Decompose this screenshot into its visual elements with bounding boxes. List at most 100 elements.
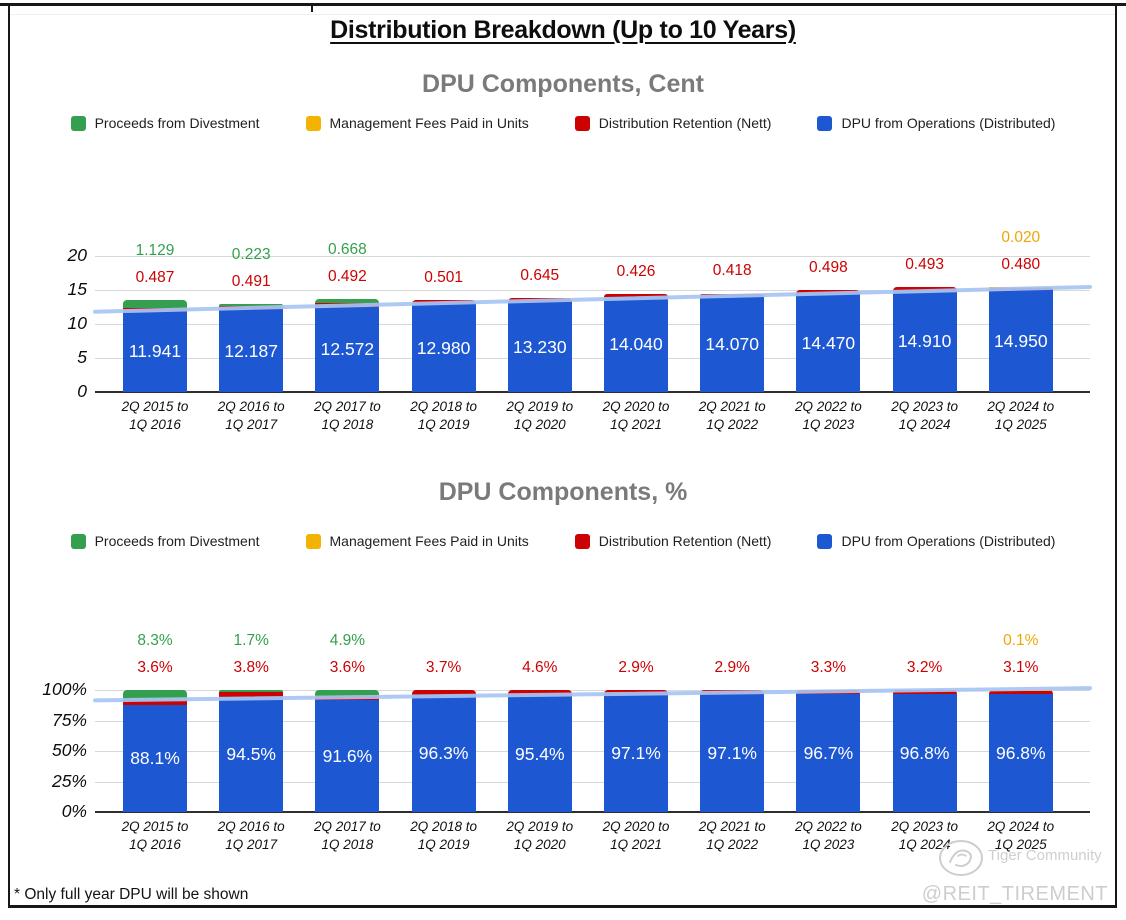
gridline	[95, 751, 1090, 752]
chart2-legend: Proceeds from Divestment Management Fees …	[20, 533, 1106, 549]
bar-value-label: 1.129	[135, 241, 175, 259]
bar-value-label: 0.491	[231, 273, 271, 291]
y-axis-tick-label: 5	[77, 347, 87, 367]
bar-value-label: 0.1%	[1003, 632, 1039, 649]
trendline	[93, 686, 1092, 703]
bar-segment	[123, 299, 187, 308]
legend-item: DPU from Operations (Distributed)	[817, 115, 1055, 131]
bar-segment	[604, 293, 668, 297]
bar-value-label: 96.8%	[899, 742, 950, 763]
bar-value-label: 3.7%	[425, 659, 462, 676]
legend-swatch-icon	[70, 533, 86, 549]
x-axis-category-label: 2Q 2021 to 1Q 2022	[698, 819, 766, 852]
bar-segment	[315, 306, 380, 392]
bar-value-label: 95.4%	[514, 743, 565, 764]
bar-value-label: 11.941	[128, 341, 182, 362]
legend-swatch-icon	[574, 115, 590, 131]
bar-value-label: 3.3%	[810, 659, 847, 676]
bar-value-label: 8.3%	[137, 632, 173, 649]
legend-swatch-icon	[817, 533, 833, 549]
bar-value-label: 0.668	[327, 240, 367, 258]
y-axis-tick-label: 0%	[61, 801, 87, 821]
bar-segment	[604, 693, 668, 812]
bar-segment	[892, 693, 957, 812]
y-axis-tick-label: 75%	[51, 709, 87, 730]
bar-segment	[700, 296, 765, 392]
bar-segment	[219, 304, 284, 306]
bar-value-label: 0.223	[231, 246, 271, 264]
bar-segment	[315, 700, 380, 812]
bar-value-label: 14.910	[897, 331, 952, 352]
legend-item: Management Fees Paid in Units	[305, 533, 529, 549]
bar-value-label: 3.6%	[329, 658, 366, 676]
x-axis-category-label: 2Q 2024 to 1Q 2025	[987, 819, 1055, 852]
bar-value-label: 94.5%	[226, 744, 276, 765]
footnote: * Only full year DPU will be shown	[14, 886, 249, 903]
bar-value-label: 0.487	[135, 268, 175, 286]
x-axis-category-label: 2Q 2020 to 1Q 2021	[602, 399, 670, 432]
x-axis-category-label: 2Q 2024 to 1Q 2025	[987, 399, 1055, 432]
bar-value-label: 4.6%	[522, 659, 558, 676]
bar-segment	[988, 690, 1053, 694]
bar-segment	[507, 695, 572, 812]
legend-label: DPU from Operations (Distributed)	[841, 115, 1056, 131]
x-axis-category-label: 2Q 2016 to 1Q 2017	[217, 399, 285, 432]
bar-value-label: 12.572	[320, 339, 375, 360]
legend-label: Management Fees Paid in Units	[329, 115, 529, 131]
bar-segment	[892, 290, 957, 392]
bar-value-label: 1.7%	[233, 632, 269, 649]
gridline	[95, 781, 1090, 783]
x-axis-category-label: 2Q 2017 to 1Q 2018	[313, 819, 381, 852]
bar-segment	[411, 694, 476, 812]
bar-value-label: 3.1%	[1003, 659, 1039, 676]
chart2-title: DPU Components, %	[438, 478, 688, 506]
bar-value-label: 12.187	[224, 340, 278, 361]
legend-swatch-icon	[305, 533, 321, 549]
bar-value-label: 91.6%	[322, 746, 373, 767]
legend-label: Distribution Retention (Nett)	[598, 533, 772, 549]
bar-value-label: 3.6%	[137, 659, 173, 676]
bar-value-label: 3.2%	[906, 659, 943, 676]
x-axis-category-label: 2Q 2015 to 1Q 2016	[121, 819, 189, 852]
legend-label: Proceeds from Divestment	[94, 533, 260, 549]
x-axis-category-label: 2Q 2023 to 1Q 2024	[891, 399, 958, 432]
trendline	[93, 284, 1092, 314]
chart1-title: DPU Components, Cent	[422, 70, 704, 98]
bar-value-label: 0.426	[616, 262, 656, 280]
x-axis-category-label: 2Q 2018 to 1Q 2019	[410, 819, 477, 852]
bar-segment	[988, 290, 1053, 392]
bar-segment	[700, 693, 765, 812]
x-axis-category-label: 2Q 2017 to 1Q 2018	[313, 399, 381, 432]
legend-label: Distribution Retention (Nett)	[598, 115, 772, 131]
legend-label: DPU from Operations (Distributed)	[841, 533, 1056, 549]
x-axis-line	[95, 390, 1090, 393]
y-axis-tick-label: 10	[67, 313, 87, 333]
bar-segment	[315, 689, 380, 696]
bar-segment	[123, 700, 187, 705]
x-axis-category-label: 2Q 2019 to 1Q 2020	[506, 819, 574, 852]
legend-swatch-icon	[305, 115, 321, 131]
bar-segment	[796, 293, 861, 392]
legend-item: Management Fees Paid in Units	[305, 115, 529, 131]
bar-value-label: 4.9%	[329, 631, 366, 649]
y-axis-tick-label: 25%	[51, 770, 87, 791]
legend-swatch-icon	[70, 115, 86, 131]
x-axis-category-label: 2Q 2020 to 1Q 2021	[602, 819, 670, 852]
y-axis-tick-label: 100%	[42, 679, 87, 699]
bar-value-label: 0.645	[520, 266, 560, 284]
y-axis-tick-label: 15	[67, 279, 87, 299]
bar-segment	[411, 303, 476, 392]
x-axis-category-label: 2Q 2023 to 1Q 2024	[891, 819, 958, 852]
bar-segment	[219, 696, 284, 812]
legend-label: Management Fees Paid in Units	[329, 533, 529, 549]
legend-swatch-icon	[574, 533, 590, 549]
gridline	[95, 690, 1090, 691]
legend-label: Proceeds from Divestment	[94, 115, 260, 131]
legend-item: DPU from Operations (Distributed)	[817, 533, 1055, 549]
bar-value-label: 0.501	[424, 269, 463, 287]
bar-segment	[219, 309, 284, 392]
y-axis-tick-label: 0	[77, 381, 87, 401]
x-axis-category-label: 2Q 2022 to 1Q 2023	[794, 819, 862, 852]
frame-cell-tick	[311, 3, 313, 12]
